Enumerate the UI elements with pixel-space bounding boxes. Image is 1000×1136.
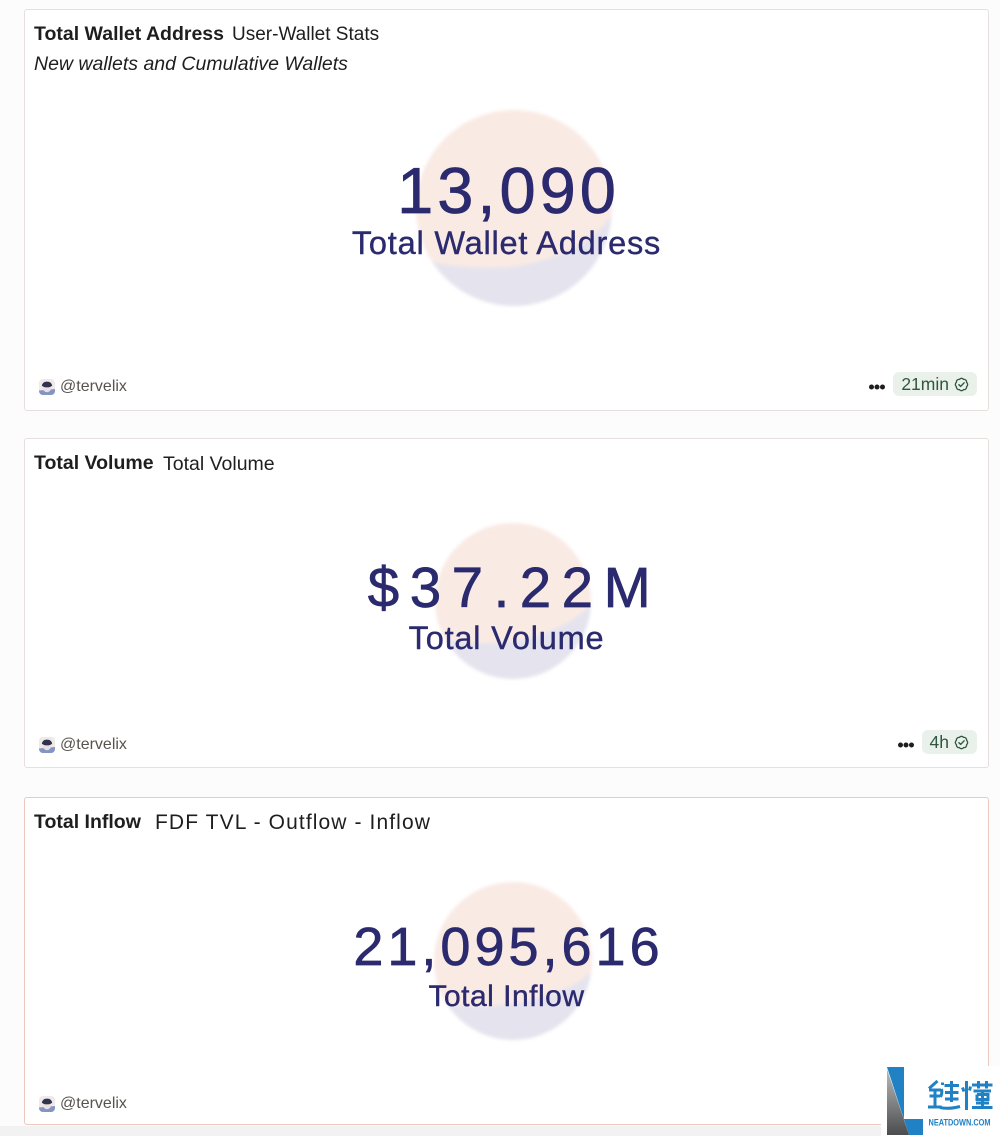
svg-text:NEATDOWN.COM: NEATDOWN.COM	[929, 1118, 991, 1128]
